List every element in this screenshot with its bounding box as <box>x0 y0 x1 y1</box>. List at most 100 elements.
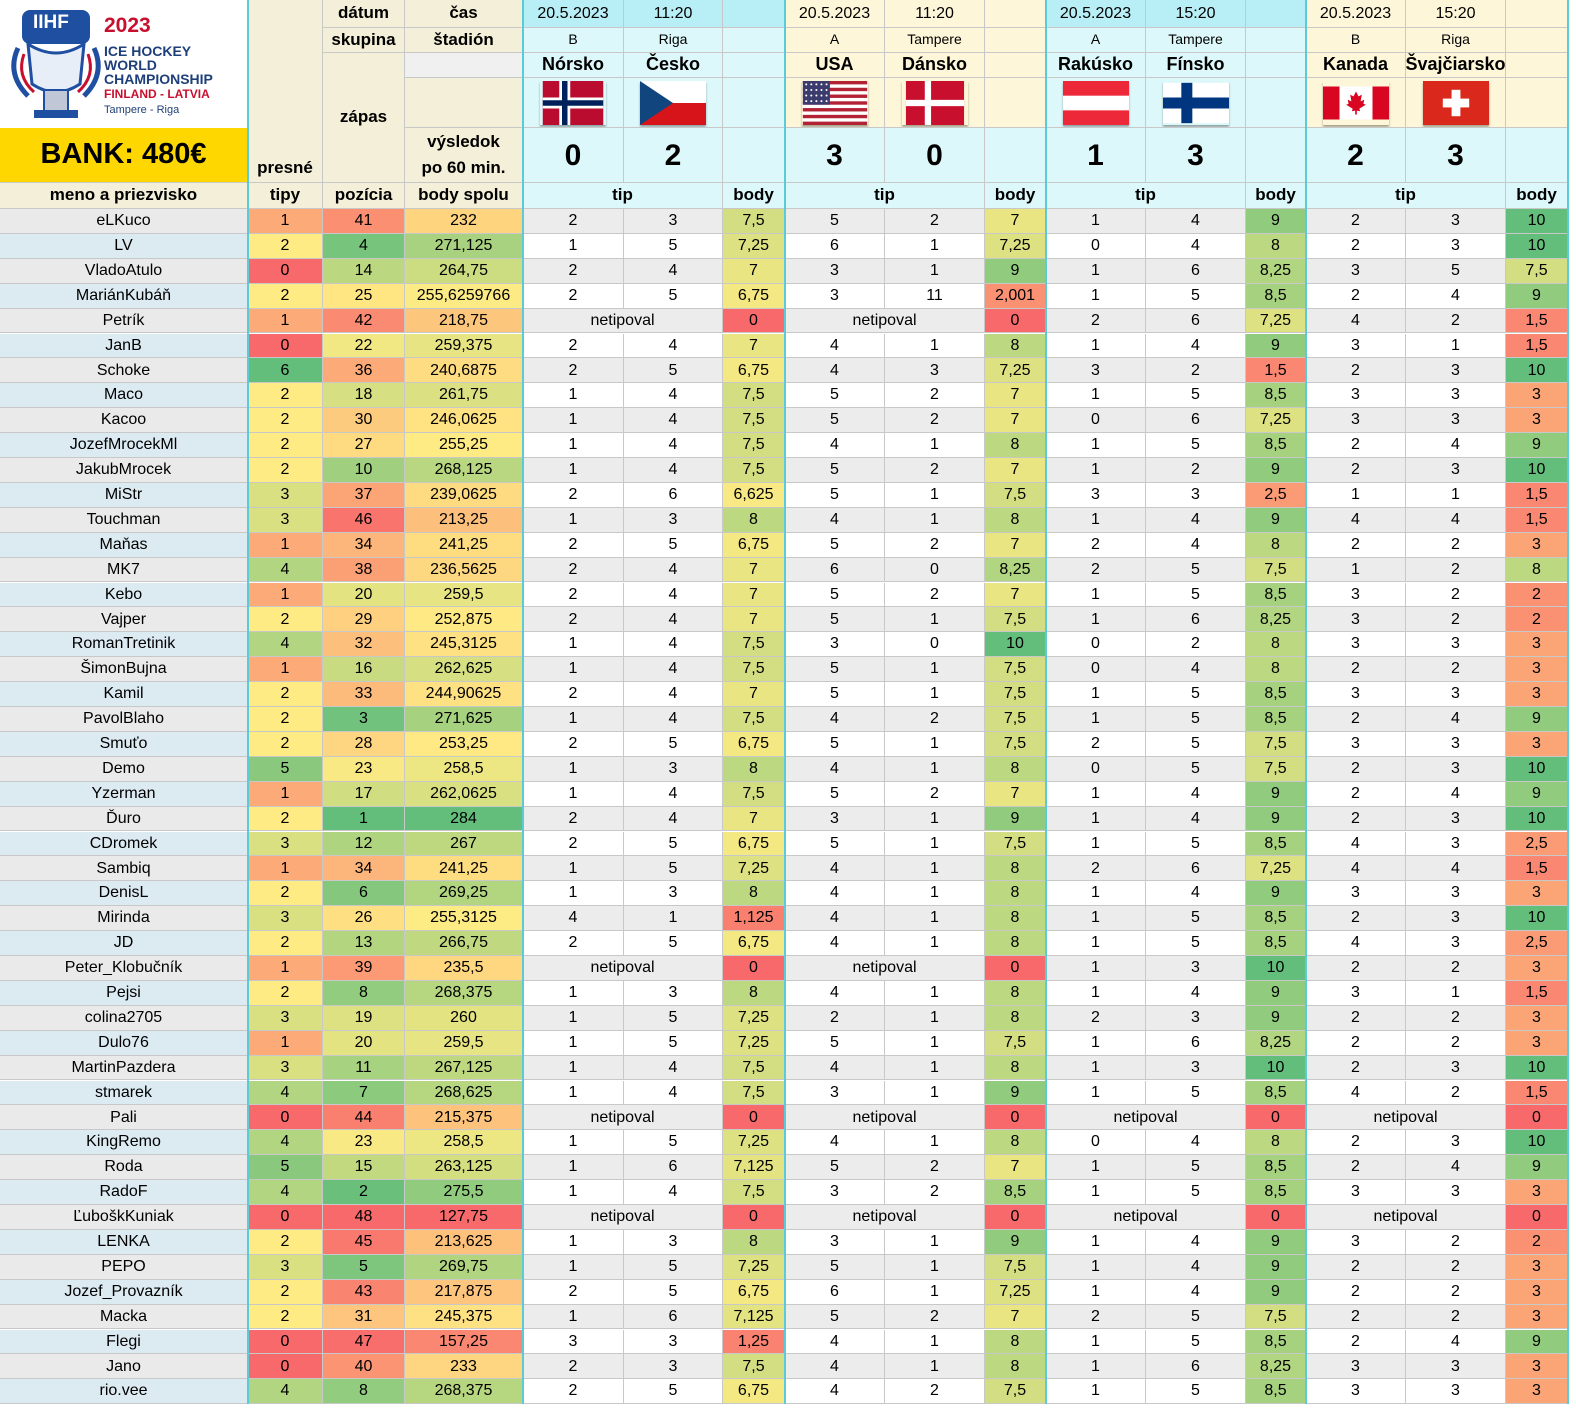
match-body: 8,5 <box>1246 1379 1306 1405</box>
tip-away: 3 <box>1406 1130 1506 1156</box>
match-body: 0 <box>723 956 785 981</box>
match-body: 10 <box>1506 806 1568 832</box>
match-body: 7,5 <box>723 1354 785 1380</box>
match-body: 9 <box>1506 781 1568 807</box>
match-body: 8,5 <box>1246 682 1306 707</box>
match-body: 2 <box>1506 607 1568 633</box>
tip-home: 1 <box>523 980 624 1006</box>
tip-home: 2 <box>523 731 624 757</box>
match-body: 1,25 <box>723 1329 785 1355</box>
tip-away: 4 <box>1406 781 1506 807</box>
body-spolu: 232 <box>405 209 523 234</box>
match-stadium: Tampere <box>885 28 985 53</box>
presne-tipy: 1 <box>248 308 323 334</box>
tip-away: 5 <box>1146 831 1246 857</box>
match-body: 10 <box>1506 209 1568 234</box>
tip-home: 1 <box>523 1254 624 1280</box>
tip-netipoval: netipoval <box>785 1205 985 1230</box>
match-body: 8 <box>1506 557 1568 583</box>
match-header-blank <box>1246 53 1306 78</box>
tip-home: 3 <box>785 806 885 832</box>
tip-home: 4 <box>785 358 885 384</box>
tip-home: 1 <box>1046 806 1146 832</box>
tip-away: 6 <box>624 1304 723 1330</box>
iihf-trophy-logo-icon <box>11 10 101 118</box>
presne-tipy: 1 <box>248 1030 323 1056</box>
match-body: 1,5 <box>1506 856 1568 882</box>
match-body: 7,5 <box>985 707 1046 732</box>
body-spolu: 255,25 <box>405 433 523 458</box>
match-body: 0 <box>723 1205 785 1230</box>
tip-home: 4 <box>523 906 624 932</box>
finland-flag-icon <box>1162 81 1229 125</box>
tip-home: 1 <box>523 756 624 782</box>
pozicia: 46 <box>323 507 405 533</box>
tip-home: 2 <box>1306 657 1406 683</box>
player-name: Roda <box>0 1155 248 1181</box>
match-body: 7,5 <box>985 1379 1046 1405</box>
tip-home: 5 <box>785 1030 885 1056</box>
tip-home: 3 <box>785 632 885 658</box>
tip-away: 3 <box>1406 756 1506 782</box>
tip-away: 4 <box>624 1055 723 1081</box>
match-body: 7,5 <box>723 383 785 409</box>
away-flag-cell <box>1146 78 1246 128</box>
tip-home: 1 <box>523 781 624 807</box>
tip-home: 3 <box>1306 1354 1406 1380</box>
norway-flag-icon <box>540 80 606 125</box>
tip-home: 4 <box>785 433 885 458</box>
presne-tipy: 4 <box>248 1130 323 1156</box>
match-body: 8 <box>985 1354 1046 1380</box>
tip-away: 5 <box>624 731 723 757</box>
body-spolu: 268,125 <box>405 458 523 483</box>
player-name: Peter_Klobučník <box>0 956 248 981</box>
tip-away: 0 <box>885 557 985 583</box>
tip-home: 2 <box>1046 557 1146 583</box>
match-body: 8 <box>985 1005 1046 1031</box>
tip-home: 2 <box>785 1005 885 1031</box>
tip-away: 5 <box>1146 557 1246 583</box>
column-divider <box>1567 0 1569 1405</box>
tip-away: 2 <box>885 707 985 732</box>
tip-away: 4 <box>624 557 723 583</box>
tip-away: 3 <box>1406 731 1506 757</box>
tip-home: 2 <box>1306 1155 1406 1181</box>
match-body: 0 <box>985 956 1046 981</box>
presne-tipy: 6 <box>248 358 323 384</box>
tip-home: 1 <box>523 1030 624 1056</box>
presne-tipy: 3 <box>248 831 323 857</box>
match-body: 7 <box>985 209 1046 234</box>
body-spolu: 284 <box>405 806 523 832</box>
player-name: MK7 <box>0 557 248 583</box>
player-name: colina2705 <box>0 1005 248 1031</box>
away-flag-cell <box>624 78 723 128</box>
tip-away: 1 <box>885 507 985 533</box>
tip-away: 1 <box>885 731 985 757</box>
tip-away: 6 <box>624 482 723 508</box>
tip-header: tip <box>785 183 985 209</box>
tip-home: 4 <box>785 1055 885 1081</box>
tip-away: 4 <box>624 1180 723 1205</box>
tip-away: 1 <box>885 1329 985 1355</box>
body-header: body <box>723 183 785 209</box>
tip-home: 3 <box>1306 582 1406 608</box>
match-header-blank <box>723 0 785 28</box>
player-name: KingRemo <box>0 1130 248 1156</box>
match-header-blank <box>1246 78 1306 128</box>
match-body: 7,25 <box>723 1005 785 1031</box>
home-flag-cell <box>785 78 885 128</box>
tip-away: 1 <box>885 1055 985 1081</box>
home-score: 3 <box>785 128 885 183</box>
match-body: 7 <box>723 333 785 359</box>
match-body: 1,5 <box>1506 980 1568 1006</box>
match-body: 8,5 <box>1246 1155 1306 1181</box>
match-body: 7,5 <box>985 1254 1046 1280</box>
body-spolu: 213,25 <box>405 507 523 533</box>
match-header-blank <box>1246 28 1306 53</box>
tip-away: 2 <box>1406 582 1506 608</box>
match-time: 11:20 <box>885 0 985 28</box>
match-body: 9 <box>1246 881 1306 907</box>
pozicia: 37 <box>323 482 405 508</box>
match-body: 10 <box>1506 1055 1568 1081</box>
stadion-label: štadión <box>405 28 523 53</box>
